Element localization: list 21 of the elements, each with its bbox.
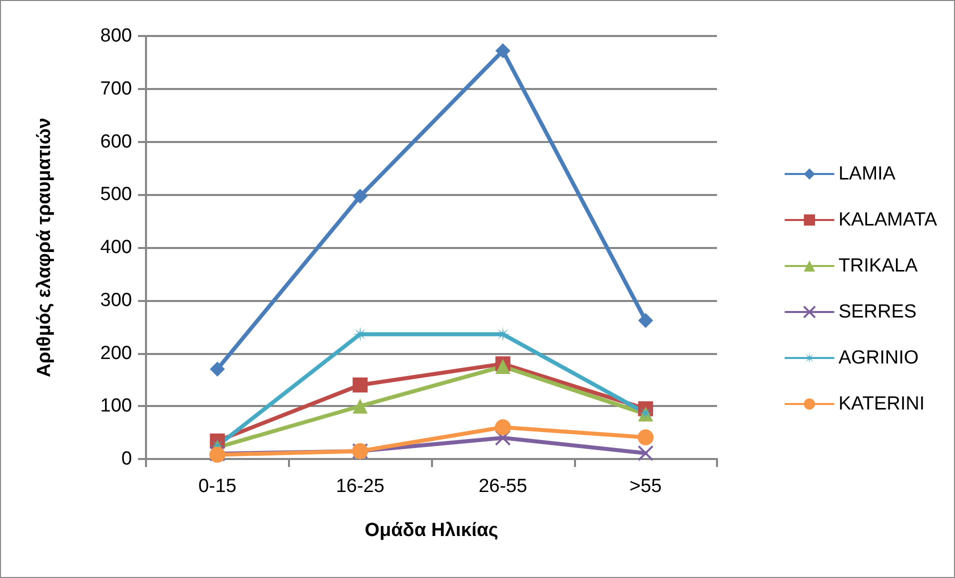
y-tick-label: 800 bbox=[100, 26, 132, 46]
legend-label: LAMIA bbox=[838, 164, 896, 184]
legend-label: SERRES bbox=[838, 302, 917, 322]
x-tick-label: 16-25 bbox=[336, 476, 384, 497]
legend-label: KALAMATA bbox=[838, 210, 938, 230]
y-tick-label: 400 bbox=[100, 237, 132, 258]
y-tick-label: 100 bbox=[100, 396, 132, 417]
y-tick-label: 600 bbox=[100, 131, 132, 152]
x-tick-label: >55 bbox=[630, 476, 662, 497]
x-axis-title: Ομάδα Ηλικίας bbox=[364, 520, 498, 541]
x-tick-label: 26-55 bbox=[478, 476, 528, 497]
legend-label: AGRINIO bbox=[838, 348, 919, 368]
y-tick-label: 200 bbox=[100, 342, 132, 364]
y-axis-title: Αριθμός ελαφρά τραυματιών bbox=[34, 118, 55, 378]
legend-label: TRIKALA bbox=[838, 256, 918, 276]
y-tick-label: 300 bbox=[100, 290, 132, 311]
y-tick-label: 0 bbox=[121, 448, 132, 470]
y-tick-label: 500 bbox=[100, 184, 132, 206]
x-tick-label: 0-15 bbox=[198, 476, 236, 497]
y-tick-label: 700 bbox=[100, 78, 132, 100]
legend-label: KATERINI bbox=[838, 394, 925, 414]
